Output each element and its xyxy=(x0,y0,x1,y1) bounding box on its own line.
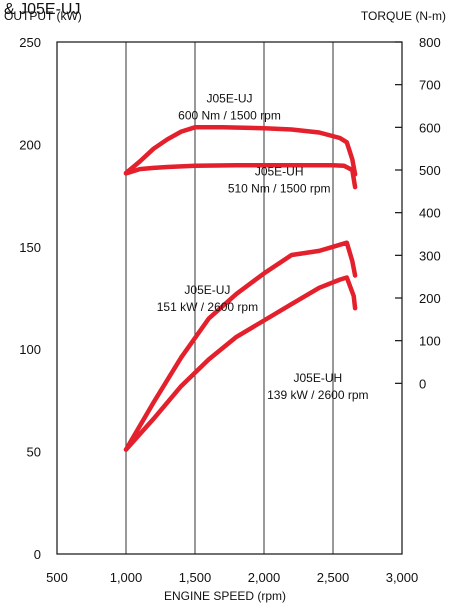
x-tick-label: 2,000 xyxy=(248,570,281,585)
chart-title: & J05E-UJ xyxy=(4,1,80,18)
annotation-line: J05E-UJ xyxy=(206,92,252,106)
x-tick-label: 1,500 xyxy=(179,570,212,585)
y-right-tick-label: 700 xyxy=(419,78,441,93)
x-tick-label: 2,500 xyxy=(317,570,350,585)
annotation-line: 510 Nm / 1500 rpm xyxy=(228,182,331,196)
y-left-tick-label: 0 xyxy=(34,547,41,562)
annotation-uh-torque: J05E-UH 510 Nm / 1500 rpm xyxy=(228,165,331,196)
annotation-line: 600 Nm / 1500 rpm xyxy=(178,109,281,123)
y-right-tick-label: 500 xyxy=(419,163,441,178)
y-right-tick-label: 400 xyxy=(419,206,441,221)
series-line-j05e-uj-output xyxy=(123,240,358,452)
y-right-tick-label: 800 xyxy=(419,35,441,50)
series-line-j05e-uj-torque xyxy=(123,125,358,177)
annotation-uh-output: J05E-UH 139 kW / 2600 rpm xyxy=(267,371,368,402)
tick-layer: 500 1,000 1,500 2,000 2,500 3,000 0 50 100 150 200… xyxy=(19,35,440,585)
annotation-uj-torque: J05E-UJ 600 Nm / 1500 rpm xyxy=(178,92,281,123)
series-layer xyxy=(123,125,358,452)
series-line-j05e-uh-torque xyxy=(123,163,358,190)
y-left-tick-label: 50 xyxy=(27,445,41,460)
y-left-tick-label: 200 xyxy=(19,137,41,152)
y-left-tick-label: 250 xyxy=(19,35,41,50)
annotation-line: J05E-UJ xyxy=(184,283,230,297)
annotation-layer: J05E-UJ 600 Nm / 1500 rpm J05E-UH 510 Nm / … xyxy=(157,92,369,402)
y-right-tick-label: 100 xyxy=(419,334,441,349)
x-tick-label: 1,000 xyxy=(110,570,143,585)
series-line-j05e-uh-output xyxy=(123,275,358,452)
y-right-tick-label: 600 xyxy=(419,120,441,135)
annotation-line: J05E-UH xyxy=(293,371,342,385)
annotation-line: J05E-UH xyxy=(255,165,304,179)
x-axis-title: ENGINE SPEED (rpm) xyxy=(164,589,286,603)
annotation-line: 151 kW / 2600 rpm xyxy=(157,300,258,314)
annotation-line: 139 kW / 2600 rpm xyxy=(267,388,368,402)
x-tick-label: 500 xyxy=(46,570,68,585)
y-right-tick-label: 0 xyxy=(419,376,426,391)
right-axis-title: TORQUE (N-m) xyxy=(361,9,446,23)
y-right-tick-label: 300 xyxy=(419,248,441,263)
annotation-uj-output: J05E-UJ 151 kW / 2600 rpm xyxy=(157,283,258,314)
y-left-tick-label: 100 xyxy=(19,342,41,357)
x-tick-label: 3,000 xyxy=(386,570,419,585)
left-axis-title: OUTPUT (kW) xyxy=(4,9,82,23)
y-left-tick-label: 150 xyxy=(19,240,41,255)
y-right-tick-label: 200 xyxy=(419,291,441,306)
